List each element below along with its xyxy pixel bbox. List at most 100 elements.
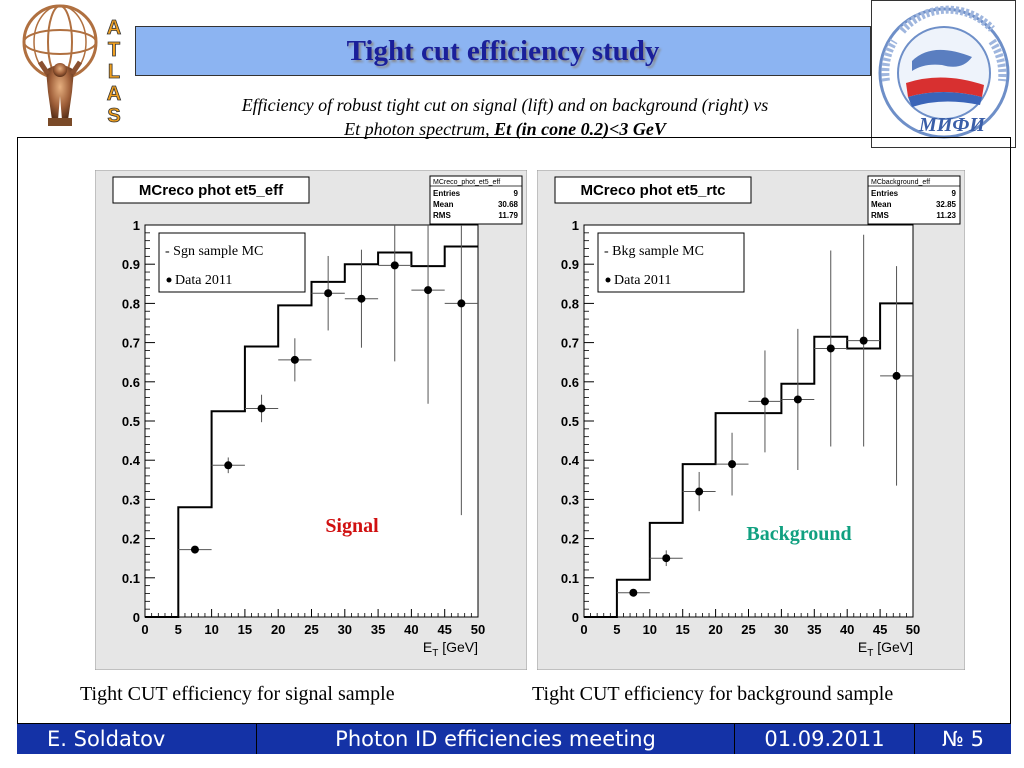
- x-tick-label: 30: [774, 622, 788, 637]
- data-marker: [826, 344, 835, 353]
- x-tick-label: 30: [338, 622, 352, 637]
- stats-label: RMS: [433, 211, 451, 220]
- y-tick-label: 1: [572, 218, 579, 233]
- y-tick-label: 0.7: [122, 336, 140, 351]
- caption-signal: Tight CUT efficiency for signal sample: [80, 683, 395, 705]
- y-tick-label: 0.2: [561, 532, 579, 547]
- subtitle-line-2-plain: Et photon spectrum,: [344, 119, 495, 139]
- x-tick-label: 5: [613, 622, 620, 637]
- x-tick-label: 35: [371, 622, 385, 637]
- caption-background: Tight CUT efficiency for background samp…: [532, 683, 894, 705]
- stats-box: MCbackground_eff Entries 9 Mean 32.85 RMS 11.2…: [867, 175, 961, 225]
- y-tick-label: 0.4: [122, 453, 141, 468]
- y-tick-label: 0.3: [561, 492, 579, 507]
- stats-frame: [867, 175, 961, 225]
- atlas-letter-l: L: [108, 61, 120, 83]
- x-tick-label: 25: [304, 622, 318, 637]
- data-point: [814, 250, 848, 447]
- x-tick-label: 50: [906, 622, 920, 637]
- chart-canvas: MCreco phot et5_rtc MCbackground_eff Entri…: [536, 169, 966, 671]
- atlas-letter-t: T: [108, 39, 120, 61]
- y-tick-label: 0.1: [561, 571, 579, 586]
- x-tick-label: 0: [580, 622, 587, 637]
- x-tick-label: 45: [873, 622, 887, 637]
- data-point: [211, 457, 245, 474]
- chart-annotation: Background: [746, 523, 851, 545]
- data-marker: [629, 588, 638, 597]
- y-tick-label: 1: [133, 218, 140, 233]
- mephi-logo: МИФИ: [871, 0, 1016, 148]
- data-point: [748, 350, 782, 453]
- y-tick-label: 0.8: [122, 296, 140, 311]
- x-tick-label: 40: [404, 622, 418, 637]
- footer-author: E. Soldatov: [17, 724, 257, 754]
- data-marker: [290, 355, 299, 364]
- y-tick-label: 0.6: [561, 375, 579, 390]
- data-marker: [859, 336, 868, 345]
- x-axis-label: ET [GeV]: [858, 639, 913, 659]
- x-tick-label: 15: [238, 622, 252, 637]
- signal-efficiency-plot: MCreco phot et5_eff MCreco_phot_et5_eff En…: [94, 169, 528, 671]
- stats-box: MCreco_phot_et5_eff Entries 9 Mean 30.68 RMS 1…: [429, 175, 523, 225]
- x-tick-label: 0: [141, 622, 148, 637]
- canvas-title-frame: [554, 176, 752, 204]
- data-point: [715, 432, 749, 496]
- chart-annotation: Signal: [325, 515, 379, 537]
- slide-title-bar: Tight cut efficiency study: [135, 26, 871, 76]
- x-tick-label: 45: [437, 622, 451, 637]
- legend-entry-data: Data 2011: [614, 273, 671, 288]
- data-point: [178, 545, 212, 554]
- data-marker: [257, 404, 266, 413]
- legend-entry-mc: - Sgn sample MC: [165, 244, 263, 259]
- y-tick-label: 0.6: [122, 375, 140, 390]
- stats-label: Entries: [433, 189, 461, 198]
- data-point: [649, 550, 683, 567]
- x-tick-label: 5: [175, 622, 182, 637]
- footer-page-number: № 5: [942, 727, 984, 751]
- content-frame: [17, 137, 1011, 724]
- data-marker: [357, 294, 366, 303]
- x-tick-label: 15: [675, 622, 689, 637]
- x-tick-label: 20: [708, 622, 722, 637]
- x-tick-label: 50: [471, 622, 485, 637]
- legend-box: - Bkg sample MC Data 2011: [597, 232, 745, 293]
- data-point: [682, 471, 716, 512]
- stats-frame: [429, 175, 523, 225]
- data-marker: [728, 460, 737, 469]
- atlas-letter-a1: A: [107, 17, 121, 39]
- y-tick-label: 0.7: [561, 336, 579, 351]
- stats-value: 32.85: [936, 200, 957, 209]
- y-tick-label: 0.1: [122, 571, 140, 586]
- data-point: [880, 266, 913, 486]
- data-point: [444, 225, 478, 516]
- y-tick-label: 0.5: [561, 414, 579, 429]
- y-tick-label: 0.3: [122, 492, 140, 507]
- data-marker: [224, 461, 233, 470]
- subtitle-line-1: Efficiency of robust tight cut on signal…: [241, 95, 769, 115]
- legend-frame: [597, 232, 745, 293]
- footer-date: 01.09.2011: [735, 724, 915, 754]
- data-point: [311, 255, 345, 331]
- legend-frame: [158, 232, 306, 293]
- y-tick-label: 0: [572, 610, 579, 625]
- data-point: [244, 394, 279, 423]
- data-point: [378, 225, 412, 362]
- stats-label: Mean: [433, 200, 454, 209]
- x-axis-label: ET [GeV]: [423, 639, 478, 659]
- data-marker: [793, 395, 802, 404]
- data-marker: [457, 299, 466, 308]
- data-point: [344, 249, 379, 348]
- data-marker: [760, 397, 769, 406]
- stats-value: 11.23: [936, 211, 956, 220]
- data-marker: [662, 554, 671, 563]
- legend-marker-data: [605, 277, 611, 283]
- stats-label: Entries: [871, 189, 899, 198]
- legend-marker-data: [166, 277, 172, 283]
- slide-subtitle: Efficiency of robust tight cut on signal…: [140, 93, 870, 141]
- legend-entry-mc: - Bkg sample MC: [604, 244, 704, 259]
- canvas-title: MCreco phot et5_rtc: [580, 182, 725, 199]
- mephi-logo-text: МИФИ: [918, 114, 986, 136]
- x-tick-label: 40: [840, 622, 854, 637]
- subtitle-line-2: Et photon spectrum, Et (in cone 0.2)<3 G…: [140, 117, 870, 141]
- data-point: [616, 588, 650, 597]
